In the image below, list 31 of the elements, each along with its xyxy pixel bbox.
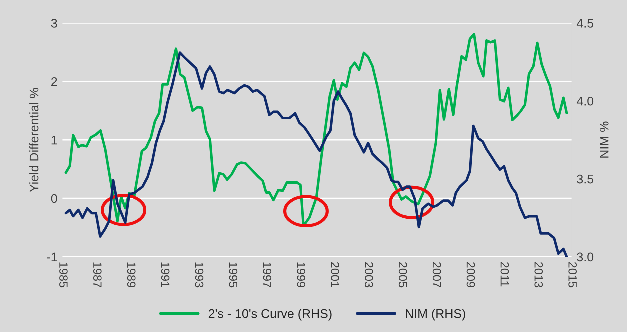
- x-tick-label: 2007: [432, 262, 442, 288]
- x-tick-label: 2009: [466, 262, 476, 288]
- x-tick-label: 1991: [161, 262, 170, 288]
- line-series: [64, 33, 568, 228]
- y-tick-label: 1: [52, 136, 58, 145]
- y-tick-label: 3: [51, 19, 58, 28]
- x-tick-label: 1995: [229, 262, 238, 288]
- x-tick-label: 1989: [127, 262, 136, 288]
- x-tick-label: 2015: [568, 262, 578, 288]
- legend-label: NIM (RHS): [406, 309, 466, 321]
- x-tick-label: 2005: [398, 262, 408, 288]
- y-tick-label: -1: [47, 252, 58, 262]
- y-tick-label: 2: [52, 77, 58, 86]
- x-tick-label: 2001: [331, 262, 340, 288]
- x-tick-label: 2011: [500, 262, 510, 287]
- y2-tick-label: 3.5: [577, 174, 594, 184]
- y2-tick-label: 3.0: [577, 252, 594, 262]
- x-tick-label: 2013: [534, 262, 544, 288]
- y-tick-label: 0: [51, 194, 58, 204]
- x-tick-label: 1993: [195, 262, 204, 288]
- line-series: [64, 52, 568, 257]
- x-tick-label: 2003: [365, 262, 374, 288]
- x-tick-label: 1985: [60, 262, 68, 288]
- x-tick-label: 1999: [297, 262, 306, 288]
- x-tick-label: 1987: [93, 262, 102, 288]
- x-tick-label: 1997: [263, 262, 272, 288]
- y2-axis-title: NIM %: [600, 122, 609, 158]
- legend-label: 2's - 10's Curve (RHS): [208, 309, 332, 321]
- y2-tick-label: 4.5: [576, 19, 594, 28]
- y2-tick-label: 4.0: [576, 96, 594, 106]
- y-axis-title: Yield Differential %: [30, 88, 39, 192]
